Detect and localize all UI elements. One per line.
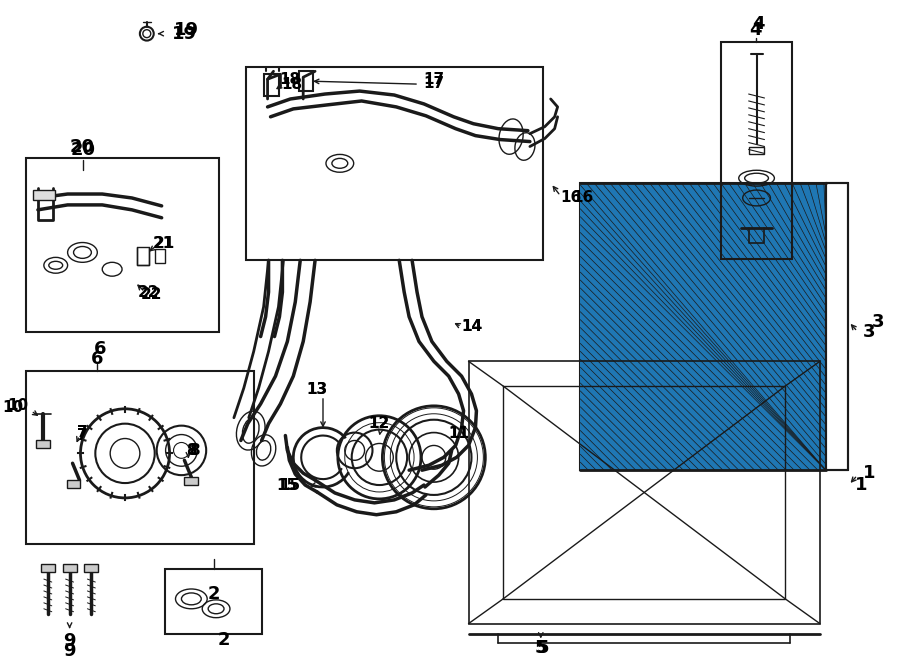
Bar [826,183,848,470]
Text: 11: 11 [448,426,469,441]
Text: 8: 8 [189,443,200,458]
Bar [67,480,80,488]
Text: 14: 14 [461,319,482,334]
Bar [85,564,98,572]
Text: 17: 17 [423,75,445,91]
Bar [63,564,76,572]
Bar [264,74,279,96]
Text: 2: 2 [218,631,230,650]
Text: 20: 20 [71,141,96,159]
Text: 19: 19 [172,24,197,43]
Text: 10: 10 [2,401,23,415]
Bar [26,159,219,332]
Text: 3: 3 [871,313,884,330]
Bar [26,371,254,545]
Text: 16: 16 [560,190,581,206]
Text: 12: 12 [369,416,390,431]
Text: 1: 1 [855,476,867,494]
Bar [299,71,313,91]
Text: 21: 21 [154,236,176,251]
Text: 8: 8 [186,443,197,458]
Bar [165,569,262,633]
Bar [137,247,148,265]
Text: 3: 3 [863,323,876,340]
Text: 12: 12 [369,416,390,431]
Text: 9: 9 [63,642,76,660]
Text: 9: 9 [63,633,76,650]
Text: 18: 18 [280,71,301,87]
Text: 7: 7 [77,428,88,443]
Bar [155,249,165,263]
Bar [721,42,792,259]
Bar [503,386,786,599]
Bar [580,183,826,470]
Text: 22: 22 [141,288,163,303]
Text: 10: 10 [7,399,29,413]
Text: 16: 16 [572,190,594,206]
Text: 15: 15 [276,477,297,492]
Bar [580,183,826,470]
Text: 4: 4 [752,15,765,33]
Bar [749,147,764,155]
Text: 18: 18 [282,77,303,92]
Text: 14: 14 [461,319,482,334]
Text: 11: 11 [448,426,469,441]
Text: 15: 15 [279,477,301,492]
Text: 20: 20 [70,137,95,155]
Bar [40,564,55,572]
Text: 22: 22 [138,284,159,299]
Bar [469,362,820,623]
Text: 4: 4 [750,20,761,39]
Text: 5: 5 [536,639,549,658]
Bar [184,477,198,485]
Text: 6: 6 [94,340,106,358]
Text: 19: 19 [174,20,199,39]
Text: 5: 5 [535,639,547,658]
Text: 13: 13 [307,381,328,397]
Text: 6: 6 [91,350,104,368]
Text: 7: 7 [77,425,88,440]
Text: 13: 13 [307,381,328,397]
Text: 1: 1 [863,464,876,482]
Text: 21: 21 [153,236,175,251]
Bar [33,190,55,200]
Text: 17: 17 [423,71,445,87]
Bar [246,67,543,260]
Bar [36,440,50,448]
Text: 2: 2 [208,585,220,603]
